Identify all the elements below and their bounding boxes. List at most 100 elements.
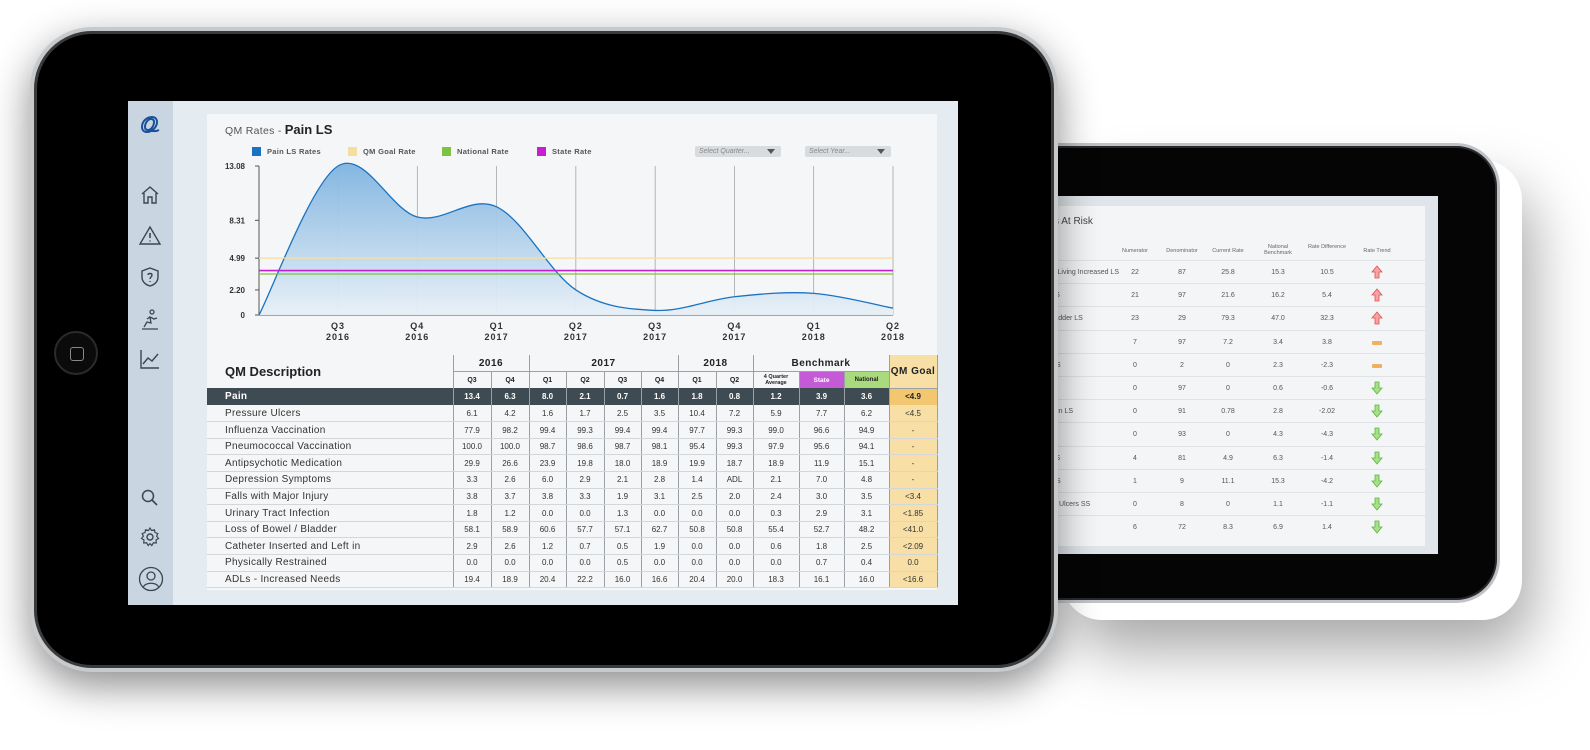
table-row[interactable]: Antipsychotic Medication 29.9 26.6 23.9 19.8… [207,454,938,473]
table-row[interactable]: Physically Restrained 0.0 0.0 0.0 0.0 0.5 0.0 0… [207,554,938,572]
measure-goal: - [889,421,938,439]
measure-value: 6.3 [491,388,530,406]
measure-value: 23.9 [529,454,567,473]
at-risk-row[interactable]: on LS6728.36.91.4 [1040,515,1425,538]
tablet-home-button[interactable] [54,331,98,375]
legend-item-state[interactable]: State Rate [537,147,592,156]
activity-icon[interactable] [138,307,162,331]
measure-value: 0.0 [716,504,754,522]
at-risk-value: 0 [1133,431,1137,439]
at-risk-value: 0 [1226,501,1230,508]
at-risk-value: -1.1 [1320,501,1334,508]
at-risk-value: 1.4 [1322,524,1332,532]
table-row[interactable]: Influenza Vaccination 77.9 98.2 99.4 99.3 99.… [207,421,938,439]
table-row[interactable]: Pneumococcal Vaccination 100.0 100.0 98.7 98… [207,438,938,456]
at-risk-value: 8.3 [1223,524,1233,532]
quarter-select[interactable]: Select Quarter... [695,146,781,157]
legend-item-pain-ls[interactable]: Pain LS Rates [252,147,321,156]
legend-item-national[interactable]: National Rate [442,147,509,156]
measure-value: 11.9 [799,454,845,473]
at-risk-row[interactable]: ion SS1911.115.3-4.2 [1040,468,1425,492]
table-row[interactable]: Falls with Major Injury 3.8 3.7 3.8 3.3 1.9 3.… [207,488,938,506]
at-risk-row[interactable]: ion LS219721.616.25.4 [1040,283,1425,306]
measure-value: 3.5 [844,488,890,506]
table-row-selected[interactable]: Pain 13.4 6.3 8.0 2.1 0.7 1.6 1.8 0.8 1.2 3.9 3.6 <4… [207,388,938,406]
measure-value: 15.1 [844,454,890,473]
settings-icon[interactable] [138,525,162,549]
measure-value: 3.9 [799,388,845,406]
at-risk-column-header: Numerator [1122,248,1148,254]
trend-down-arrow-icon [1371,427,1383,442]
at-risk-measure-name: Daily Living Increased LS [1040,269,1119,276]
table-row[interactable]: Loss of Bowel / Bladder 58.1 58.9 60.6 57.7 5… [207,521,938,539]
user-profile-icon[interactable] [138,566,164,592]
table-row[interactable]: Catheter Inserted and Left in 2.9 2.6 1.2 0.… [207,537,938,556]
at-risk-row[interactable]: ers LS4814.96.3-1.4 [1040,445,1425,469]
qm-goal-header: QM Goal [889,355,938,389]
benchmark-header: Benchmark [753,355,890,373]
measure-goal: - [889,438,938,456]
trend-up-arrow-icon [1371,288,1383,302]
measure-name: Influenza Vaccination [207,421,454,439]
measure-goal: <16.6 [889,571,938,589]
trend-down-arrow-icon [1371,474,1383,488]
logo-icon[interactable] [138,113,162,137]
measure-name: Antipsychotic Medication [207,454,454,473]
table-row[interactable]: ADLs - Increased Needs 19.4 18.9 20.4 22.2 16… [207,571,938,589]
shield-question-icon[interactable] [138,265,162,289]
search-icon[interactable] [138,486,162,510]
legend-label: Pain LS Rates [267,147,321,156]
x-tick-label: Q4 [727,321,741,331]
measure-value: 0.4 [844,554,890,572]
at-risk-row[interactable]: 0 97 0 0.6 -0.6 [1040,376,1425,399]
measure-value: 18.9 [641,454,679,473]
measure-name: Urinary Tract Infection [207,504,454,522]
table-row[interactable]: Urinary Tract Infection 1.8 1.2 0.0 0.0 1.3 0.… [207,504,938,522]
at-risk-value: 0 [1133,361,1137,369]
measure-value: 26.6 [491,454,530,473]
measure-value: 99.4 [641,421,679,439]
measure-value: 1.9 [604,488,642,506]
at-risk-value: 9 [1180,477,1184,485]
home-icon[interactable] [138,183,162,207]
pain-ls-line [258,162,894,316]
measure-value: 1.4 [678,471,717,489]
year-header-2016: 2016 [453,355,530,373]
measure-value: 57.7 [566,521,605,539]
table-row[interactable]: Depression Symptoms 3.3 2.6 6.0 2.9 2.1 2.8 1.4… [207,471,938,489]
legend-label: QM Goal Rate [363,147,416,156]
year-select[interactable]: Select Year... [805,146,891,157]
measure-value: 2.1 [604,471,642,489]
at-risk-value: 7 [1133,338,1137,346]
at-risk-value: 0 [1133,501,1137,508]
measure-value: 0.0 [491,554,530,572]
trend-chart-icon[interactable] [138,347,162,371]
measure-value: 0.6 [753,537,800,556]
at-risk-value: 3.8 [1322,338,1332,346]
at-risk-value: 0 [1133,408,1137,416]
table-row[interactable]: Pressure Ulcers 6.1 4.2 1.6 1.7 2.5 3.5 10.4 7.2… [207,405,938,423]
at-risk-value: 6 [1133,524,1137,532]
at-risk-row[interactable]: or Bladder LS 23 29 79.3 47.0 32.3 [1040,306,1425,329]
at-risk-row[interactable]: ion SS0202.3-2.3 [1040,352,1425,376]
measure-value: 13.4 [453,388,492,406]
measure-goal: <4.5 [889,405,938,423]
at-risk-row[interactable]: Daily Living Increased LS 22 87 25.8 15.3 10.… [1040,260,1425,283]
alert-icon[interactable] [138,224,162,248]
at-risk-measure-name: ssure Ulcers SS [1040,501,1091,508]
at-risk-value: 0 [1133,385,1137,392]
at-risk-row[interactable]: LS7977.23.43.8 [1040,329,1425,353]
at-risk-row[interactable]: LS09304.3-4.3 [1040,422,1425,445]
measure-value: 20.0 [716,571,754,589]
quarter-header: Q1 [678,371,717,389]
at-risk-row[interactable]: ssure Ulcers SS 0 8 0 1.1 -1.1 [1040,492,1425,515]
measure-value: 7.7 [799,405,845,423]
x-tick-label: Q3 [331,321,345,331]
measure-name: Physically Restrained [207,554,454,572]
measure-value: 48.2 [844,521,890,539]
legend-item-qm-goal[interactable]: QM Goal Rate [348,147,416,156]
measure-value: 2.4 [753,488,800,506]
primary-tablet-screen: QM Rates - Pain LS Pain LS Rates QM Goal … [128,101,958,605]
measure-value: 0.0 [753,554,800,572]
